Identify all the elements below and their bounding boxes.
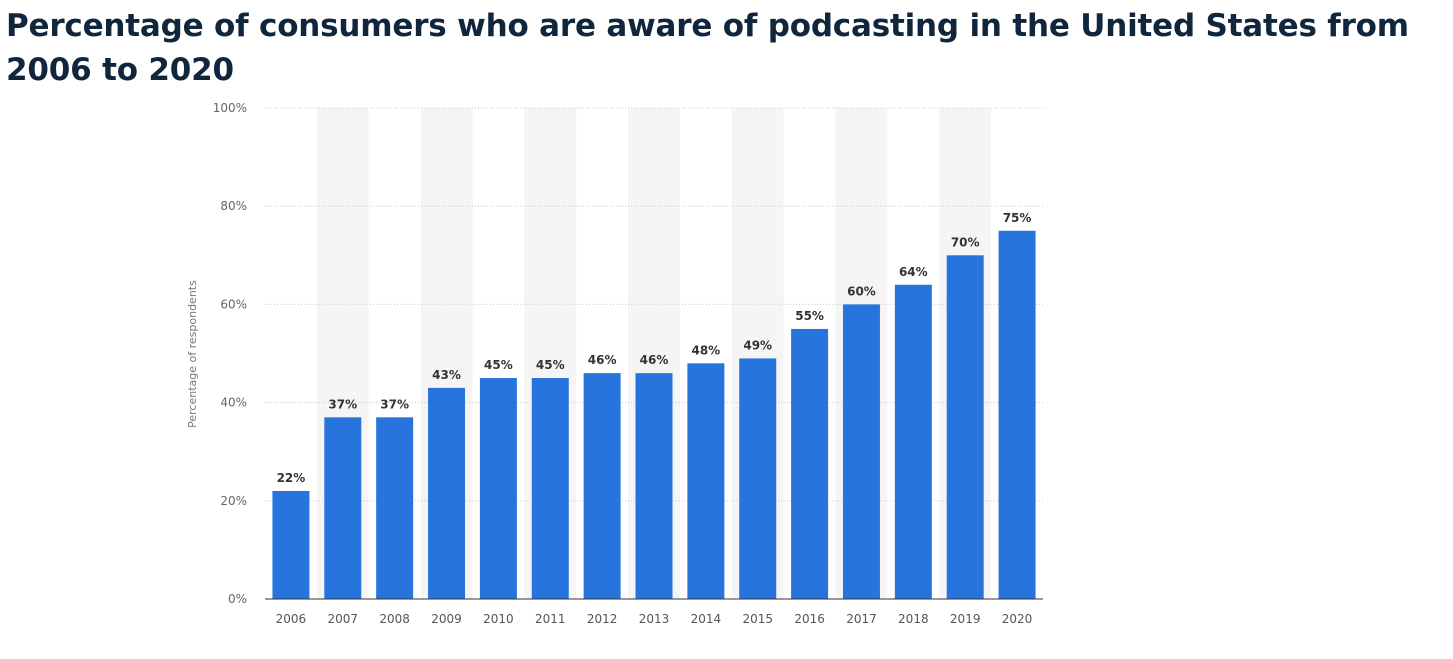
page-title: Percentage of consumers who are aware of…: [6, 8, 1409, 88]
bar-2008: [376, 417, 414, 599]
bar-2018: [894, 284, 932, 599]
data-label: 43%: [432, 368, 461, 382]
data-label: 70%: [951, 235, 980, 249]
data-label: 46%: [588, 353, 617, 367]
x-tick-label: 2018: [898, 612, 929, 626]
data-label: 37%: [380, 397, 409, 411]
x-tick-label: 2007: [328, 612, 359, 626]
x-tick-label: 2006: [276, 612, 307, 626]
x-tick-label: 2010: [483, 612, 514, 626]
bar-2007: [324, 417, 362, 599]
x-tick-label: 2020: [1002, 612, 1033, 626]
data-label: 49%: [743, 338, 772, 352]
y-axis-title: Percentage of respondents: [186, 280, 199, 428]
y-tick-label: 40%: [220, 396, 247, 410]
x-tick-label: 2008: [379, 612, 410, 626]
x-tick-label: 2019: [950, 612, 981, 626]
data-label: 37%: [328, 397, 357, 411]
data-label: 60%: [847, 284, 876, 298]
bar-2013: [635, 373, 673, 599]
y-tick-label: 0%: [228, 592, 247, 606]
bar-2020: [998, 230, 1036, 599]
x-tick-label: 2013: [639, 612, 670, 626]
bar-2019: [946, 255, 984, 600]
x-tick-label: 2011: [535, 612, 566, 626]
x-tick-label: 2014: [691, 612, 722, 626]
y-tick-label: 100%: [213, 101, 247, 115]
data-label: 45%: [536, 358, 565, 372]
bar-2012: [583, 373, 621, 599]
data-label: 46%: [640, 353, 669, 367]
bar-2010: [479, 378, 517, 599]
bar-2006: [272, 490, 310, 599]
bar-2016: [791, 328, 829, 599]
data-label: 75%: [1003, 211, 1032, 225]
x-tick-label: 2009: [431, 612, 462, 626]
data-label: 64%: [899, 265, 928, 279]
bar-2015: [739, 358, 777, 599]
x-tick-label: 2016: [794, 612, 825, 626]
x-tick-label: 2012: [587, 612, 618, 626]
y-tick-label: 60%: [220, 297, 247, 311]
bar-2009: [428, 387, 466, 599]
y-tick-label: 80%: [220, 199, 247, 213]
data-label: 45%: [484, 358, 513, 372]
bar-2014: [687, 363, 725, 599]
y-tick-label: 20%: [220, 494, 247, 508]
bar-2017: [842, 304, 880, 599]
data-label: 55%: [795, 309, 824, 323]
data-label: 48%: [691, 343, 720, 357]
data-label: 22%: [277, 471, 306, 485]
x-tick-label: 2017: [846, 612, 877, 626]
x-tick-label: 2015: [742, 612, 773, 626]
bar-2011: [531, 378, 569, 599]
